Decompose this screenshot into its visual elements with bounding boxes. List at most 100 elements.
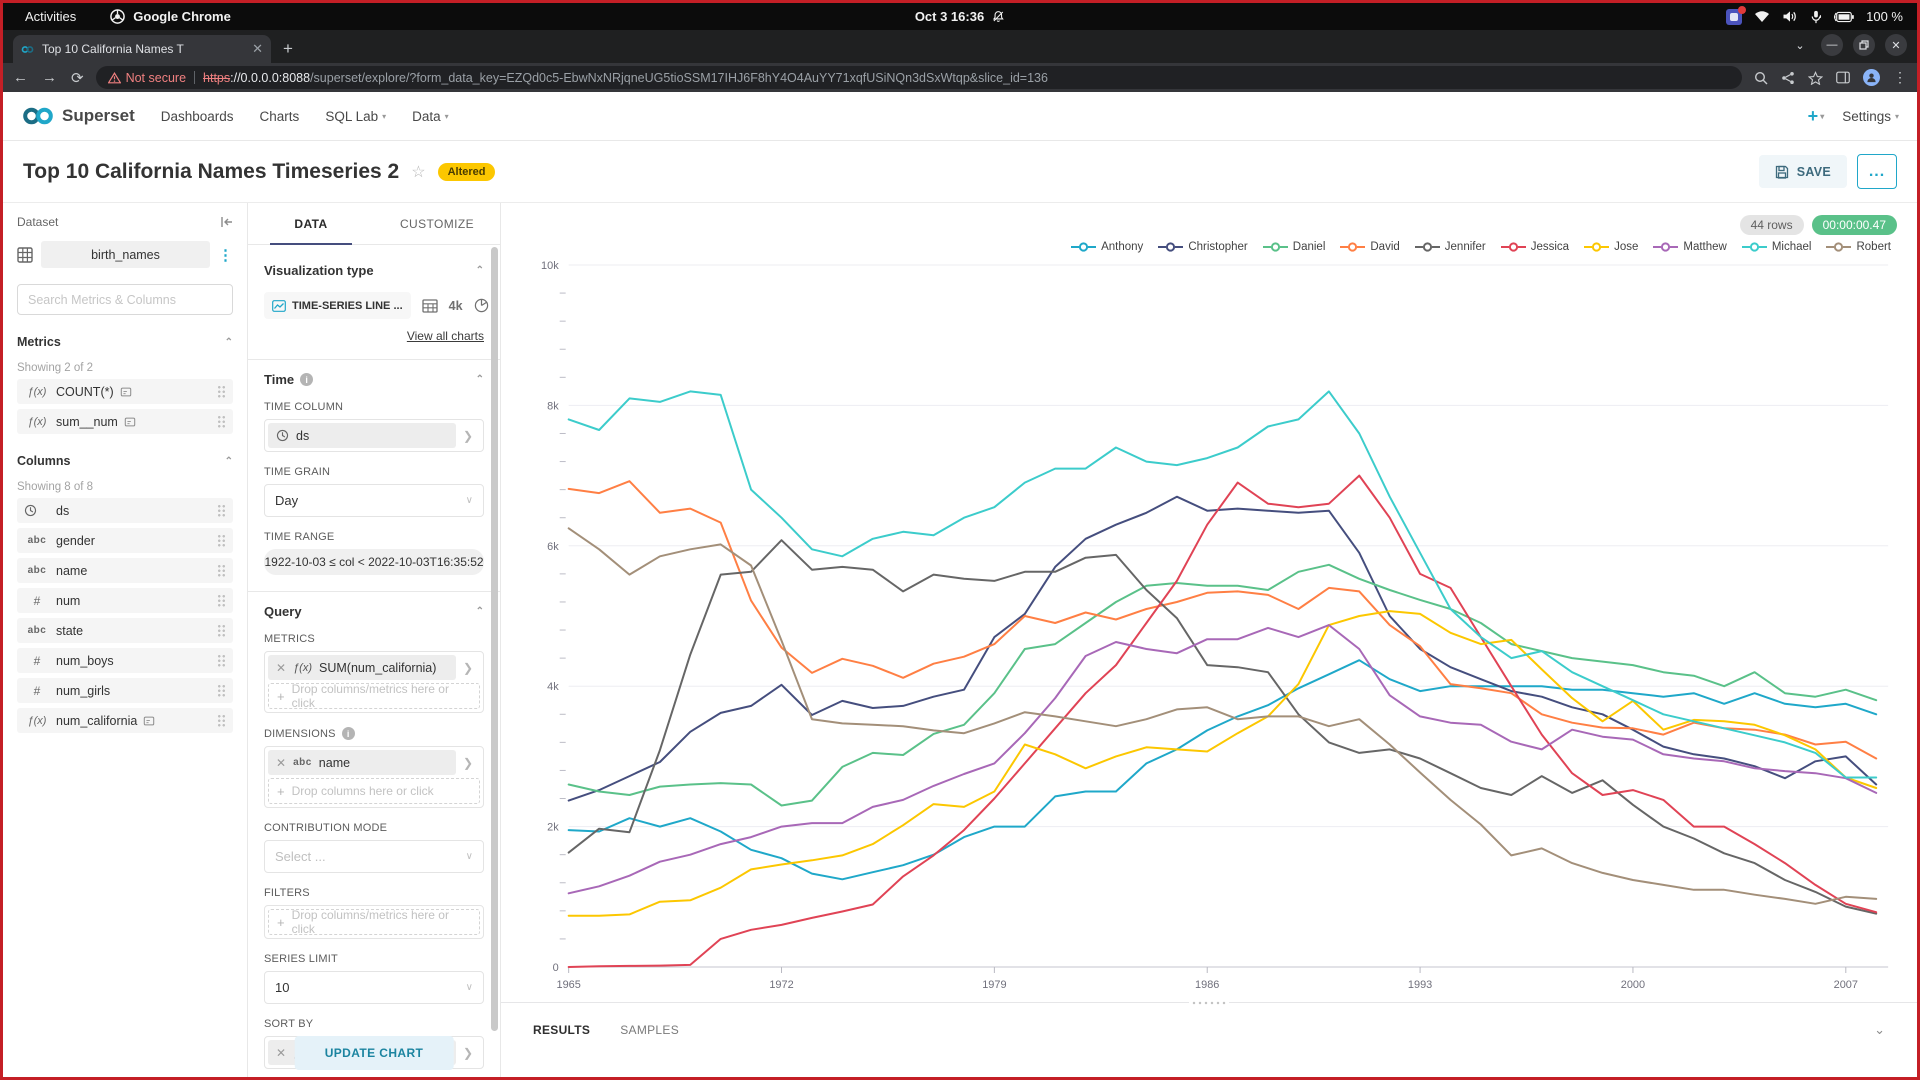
pie-chart-icon[interactable] [474,298,489,313]
save-button[interactable]: SAVE [1758,155,1847,188]
dataset-name[interactable]: birth_names [41,241,210,268]
avatar[interactable] [1863,69,1880,86]
column-item[interactable]: # num_girls [17,678,233,703]
search-icon[interactable] [1754,71,1768,85]
contribution-mode-select[interactable]: Select ... ∨ [264,840,484,873]
viz-type-pill[interactable]: TIME-SERIES LINE ... [264,292,411,319]
scrollbar[interactable] [491,247,498,1031]
series-limit-select[interactable]: 10 ∨ [264,971,484,1004]
column-item[interactable]: abc gender [17,528,233,553]
chevron-right-icon[interactable]: ❯ [462,755,474,770]
legend-item-anthony[interactable]: Anthony [1071,241,1143,253]
volume-icon[interactable] [1782,10,1798,23]
remove-icon[interactable]: ✕ [276,660,287,675]
not-secure-warning[interactable]: Not secure [107,71,186,85]
chevron-right-icon[interactable]: ❯ [462,660,474,675]
legend-item-christopher[interactable]: Christopher [1158,241,1248,253]
new-tab-button[interactable]: + [283,39,293,58]
table-chart-icon[interactable] [421,298,438,313]
view-all-charts-link[interactable]: View all charts [406,329,484,343]
wifi-icon[interactable] [1754,10,1770,23]
column-item[interactable]: ds [17,498,233,523]
remove-icon[interactable]: ✕ [276,755,287,770]
chevron-up-icon[interactable]: ⌃ [224,455,233,467]
metric-item[interactable]: ƒ(x) COUNT(*) [17,379,233,404]
tab-results[interactable]: RESULTS [533,1023,591,1037]
drag-handle-icon[interactable] [217,534,226,547]
metric-item[interactable]: ƒ(x) sum__num [17,409,233,434]
new-item-button[interactable]: + ▾ [1807,105,1825,126]
focused-app[interactable]: Google Chrome [110,9,231,24]
legend-item-david[interactable]: David [1340,241,1400,253]
nav-sql-lab[interactable]: SQL Lab ▾ [325,108,387,124]
scrollbar-thumb[interactable] [491,247,498,1031]
app-indicator-icon[interactable] [1726,5,1747,25]
collapse-results-icon[interactable]: ⌄ [1874,1022,1885,1037]
column-item[interactable]: # num [17,588,233,613]
time-range-value[interactable]: 1922-10-03 ≤ col < 2022-10-03T16:35:52 [264,549,484,575]
drag-handle-icon[interactable] [1189,999,1229,1007]
altered-badge[interactable]: Altered [437,162,496,181]
nav-charts[interactable]: Charts [259,108,300,124]
chevron-up-icon[interactable]: ⌃ [475,265,484,276]
filters-drop-zone[interactable]: + Drop columns/metrics here or click [268,908,480,936]
favorite-star-icon[interactable]: ☆ [411,163,426,181]
drag-handle-icon[interactable] [217,684,226,697]
column-item[interactable]: abc name [17,558,233,583]
column-item[interactable]: abc state [17,618,233,643]
dataset-options-icon[interactable]: ⋮ [218,246,233,264]
drag-handle-icon[interactable] [217,594,226,607]
battery-icon[interactable] [1834,11,1854,23]
browser-tab[interactable]: Top 10 California Names T ✕ [13,35,271,63]
time-grain-select[interactable]: Day ∨ [264,484,484,517]
superset-logo[interactable]: Superset [21,106,135,126]
tab-data[interactable]: DATA [248,203,374,245]
timeseries-line-chart[interactable]: 0 2k 4k 6k 8k 10k 1965 1972 1979 1986 1993 2000 2007 [501,253,1917,993]
side-panel-icon[interactable] [1836,71,1850,84]
tab-customize[interactable]: CUSTOMIZE [399,216,475,231]
drag-handle-icon[interactable] [217,654,226,667]
clock[interactable]: Oct 3 16:36 [915,9,1005,24]
window-minimize-button[interactable]: — [1821,34,1843,56]
collapse-panel-icon[interactable] [220,216,233,228]
share-icon[interactable] [1781,71,1795,85]
activities-button[interactable]: Activities [25,9,77,24]
drag-handle-icon[interactable] [217,564,226,577]
address-bar[interactable]: Not secure https://0.0.0.0:8088/superset… [95,66,1742,89]
drag-handle-icon[interactable] [217,415,226,428]
results-pane-resizer[interactable] [501,995,1917,1009]
nav-data[interactable]: Data ▾ [412,108,449,124]
chevron-up-icon[interactable]: ⌃ [475,606,484,617]
dimension-pill[interactable]: ✕ abc name [268,750,456,775]
metrics-drop-zone[interactable]: + Drop columns/metrics here or click [268,682,480,710]
drag-handle-icon[interactable] [217,504,226,517]
window-close-button[interactable]: ✕ [1885,34,1907,56]
menu-kebab-icon[interactable]: ⋮ [1893,69,1907,85]
chevron-right-icon[interactable]: ❯ [462,428,474,443]
legend-item-jessica[interactable]: Jessica [1500,241,1569,253]
drag-handle-icon[interactable] [217,624,226,637]
legend-item-jennifer[interactable]: Jennifer [1414,241,1486,253]
time-column-control[interactable]: ds ❯ [264,419,484,452]
column-item[interactable]: ƒ(x) num_california [17,708,233,733]
legend-item-robert[interactable]: Robert [1826,241,1891,253]
tab-search-icon[interactable]: ⌄ [1795,39,1805,52]
column-item[interactable]: # num_boys [17,648,233,673]
chevron-up-icon[interactable]: ⌃ [224,336,233,348]
forward-button[interactable]: → [42,69,57,86]
legend-item-michael[interactable]: Michael [1741,241,1811,253]
search-input[interactable] [17,284,233,315]
chevron-up-icon[interactable]: ⌃ [475,374,484,385]
legend-item-matthew[interactable]: Matthew [1653,241,1727,253]
more-options-button[interactable]: ... [1857,154,1897,189]
legend-item-daniel[interactable]: Daniel [1262,241,1325,253]
update-chart-button[interactable]: UPDATE CHART [294,1036,454,1070]
remove-icon[interactable]: ✕ [276,1045,287,1060]
metric-pill[interactable]: ✕ ƒ(x) SUM(num_california) [268,655,456,680]
tab-close-icon[interactable]: ✕ [252,41,263,56]
bookmark-star-icon[interactable] [1808,70,1823,85]
microphone-icon[interactable] [1810,10,1822,24]
settings-menu[interactable]: Settings ▾ [1842,108,1899,124]
dimensions-drop-zone[interactable]: + Drop columns here or click [268,778,480,804]
drag-handle-icon[interactable] [217,714,226,727]
